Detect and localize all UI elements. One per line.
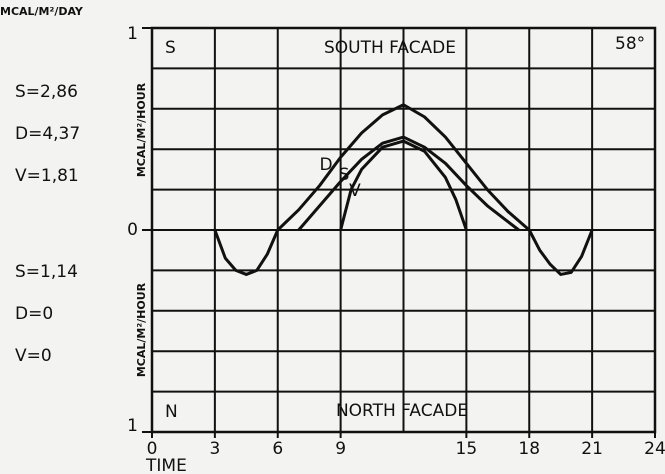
total-label: S=2,86 [15,82,78,102]
x-axis-label: TIME [145,456,187,474]
panel-letter: N [165,402,178,422]
series-line [213,103,594,276]
y-axis-label: MCAL/M²/HOUR [135,282,148,377]
panel-angle: 58° [615,34,645,54]
panel-title: NORTH FACADE [336,401,468,421]
series-label: D [319,155,332,175]
total-label: V=1,81 [15,166,79,186]
series-label: S [339,165,350,185]
series-line [297,135,520,232]
x-tick-label: 18 [518,439,540,459]
x-tick-label: 24 [644,439,665,459]
x-tick-label: 3 [209,439,220,459]
panel-letter: S [165,38,176,58]
x-tick-label: 0 [147,439,158,459]
total-label: S=1,14 [15,262,78,282]
total-label: D=4,37 [15,124,80,144]
x-tick-label: 6 [272,439,283,459]
x-tick-label: 9 [335,439,346,459]
panel-title: SOUTH FACADE [324,38,456,58]
series-line [339,139,468,231]
total-label: V=0 [15,346,52,366]
x-tick-label: 15 [456,439,478,459]
series-label: V [349,181,361,201]
x-tick-label: 21 [581,439,603,459]
y-tick-label: 1 [127,24,138,44]
unit-label: MCAL/M²/DAY [0,5,84,18]
total-label: D=0 [15,304,53,324]
y-tick-label: 0 [127,220,138,240]
y-axis-label: MCAL/M²/HOUR [135,82,148,177]
y-tick-label: 1 [127,416,138,436]
